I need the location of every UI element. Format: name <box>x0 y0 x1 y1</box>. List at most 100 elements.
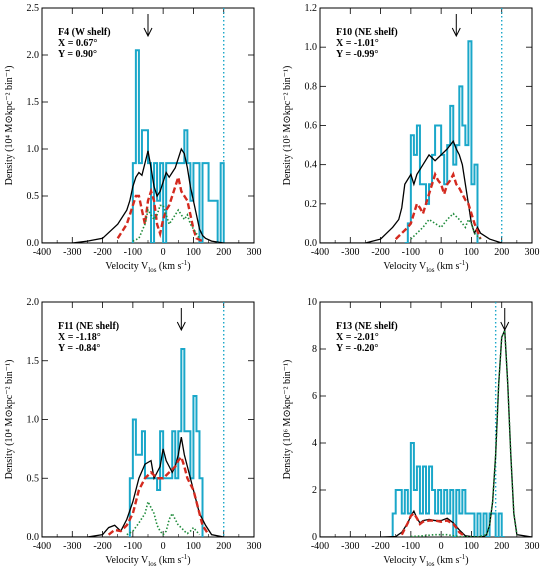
y-axis-label: Density (10⁴ M⊙kpc⁻² bin⁻¹) <box>4 66 15 186</box>
y-axis-label: Density (10⁶ M⊙kpc⁻² bin⁻¹) <box>282 360 293 480</box>
solid-line-series <box>42 147 254 243</box>
y-tick-label: 0.6 <box>305 121 318 132</box>
y-tick-label: 0.0 <box>27 238 40 249</box>
x-tick-label: 0 <box>439 247 444 258</box>
panel-annotation: Y = -0.84° <box>58 343 100 354</box>
x-tick-label: 200 <box>494 247 509 258</box>
y-axis-label: Density (10⁴ M⊙kpc⁻² bin⁻¹) <box>4 360 15 480</box>
y-tick-label: 1.0 <box>305 42 318 53</box>
y-tick-label: 1.5 <box>27 356 40 367</box>
y-tick-label: 0.5 <box>27 191 40 202</box>
x-tick-label: -100 <box>402 541 420 552</box>
panel-annotation: X = -1.18° <box>58 332 101 343</box>
panel-annotation: F13 (NE shelf) <box>336 321 398 332</box>
x-tick-label: 200 <box>494 541 509 552</box>
histogram-series <box>128 348 204 537</box>
y-tick-label: 2.0 <box>27 50 40 61</box>
y-tick-label: 0.4 <box>305 160 318 171</box>
y-tick-label: 2.5 <box>27 3 40 14</box>
panel-annotation: Y = 0.90° <box>58 49 97 60</box>
x-tick-label: -100 <box>124 541 142 552</box>
dashed-line-series <box>394 171 482 240</box>
dotted-line-series <box>410 212 482 240</box>
y-tick-label: 4 <box>312 438 317 449</box>
panel-annotation: Y = -0.20° <box>336 343 378 354</box>
x-tick-label: 100 <box>464 247 479 258</box>
x-tick-label: -200 <box>93 247 111 258</box>
y-tick-label: 1.2 <box>305 3 318 14</box>
x-tick-label: -400 <box>311 541 329 552</box>
plot-area <box>42 8 254 243</box>
panel-annotation: X = 0.67° <box>58 38 97 49</box>
x-tick-label: -300 <box>341 541 359 552</box>
arrow-marker-head <box>143 27 153 38</box>
x-tick-label: -400 <box>33 247 51 258</box>
x-tick-label: 200 <box>216 247 231 258</box>
x-tick-label: -200 <box>93 541 111 552</box>
panel-annotation: F4 (W shelf) <box>58 27 111 38</box>
x-tick-label: 300 <box>525 247 540 258</box>
x-tick-label: 200 <box>216 541 231 552</box>
x-tick-label: -300 <box>63 247 81 258</box>
y-tick-label: 0.2 <box>305 199 318 210</box>
panel-annotation: F11 (NE shelf) <box>58 321 119 332</box>
x-tick-label: -100 <box>124 247 142 258</box>
panel-2: -400 -300 -200 -100 0 100 200 300 0.0 0.2 0.4 0.6 0.… <box>282 3 540 274</box>
solid-line-series <box>42 437 254 537</box>
x-tick-label: -300 <box>341 247 359 258</box>
x-tick-label: 0 <box>439 541 444 552</box>
dashed-line-series <box>107 454 210 536</box>
x-axis-label: Velocity Vlos (km s-1) <box>383 553 468 568</box>
panel-annotation: X = -2.01° <box>336 332 379 343</box>
x-tick-label: 300 <box>247 247 262 258</box>
x-tick-label: 300 <box>525 541 540 552</box>
plot-area <box>320 302 532 537</box>
y-tick-label: 1.5 <box>27 97 40 108</box>
x-tick-label: 0 <box>161 541 166 552</box>
x-tick-label: -300 <box>63 541 81 552</box>
x-axis-label: Velocity Vlos (km s-1) <box>383 259 468 274</box>
dashed-line-series <box>116 172 204 243</box>
panel-annotation: Y = -0.99° <box>336 49 378 60</box>
solid-line-series <box>320 139 532 243</box>
y-tick-label: 0.0 <box>27 532 40 543</box>
y-tick-label: 8 <box>312 344 317 355</box>
y-axis-label: Density (10⁵ M⊙kpc⁻² bin⁻¹) <box>282 66 293 186</box>
y-tick-label: 2 <box>312 485 317 496</box>
panel-annotation: X = -1.01° <box>336 38 379 49</box>
histogram-series <box>391 442 505 537</box>
x-tick-label: 100 <box>186 541 201 552</box>
panel-annotation: F10 (NE shelf) <box>336 27 398 38</box>
panel-1: -400 -300 -200 -100 0 100 200 300 0.0 0.5 1.0 1.5 2.… <box>4 3 262 274</box>
x-tick-label: 100 <box>464 541 479 552</box>
arrow-marker-head <box>176 321 186 332</box>
dotted-line-series <box>132 204 201 242</box>
plot-area <box>42 302 254 537</box>
x-tick-label: 300 <box>247 541 262 552</box>
x-tick-label: -400 <box>33 541 51 552</box>
histogram-series <box>404 40 479 243</box>
y-tick-label: 0.0 <box>305 238 318 249</box>
x-tick-label: 100 <box>186 247 201 258</box>
arrow-marker-head <box>500 321 510 332</box>
y-tick-label: 10 <box>307 297 317 308</box>
dotted-line-series <box>126 499 201 536</box>
x-axis-label: Velocity Vlos (km s-1) <box>105 553 190 568</box>
y-tick-label: 2.0 <box>27 297 40 308</box>
x-tick-label: -400 <box>311 247 329 258</box>
arrow-marker-head <box>451 27 461 38</box>
x-tick-label: 0 <box>161 247 166 258</box>
dotted-line-series <box>410 329 518 537</box>
plot-area <box>320 8 532 243</box>
x-tick-label: -200 <box>371 541 389 552</box>
dashed-line-series <box>400 511 467 537</box>
y-tick-label: 0.5 <box>27 473 40 484</box>
x-tick-label: -200 <box>371 247 389 258</box>
y-tick-label: 0 <box>312 532 317 543</box>
x-tick-label: -100 <box>402 247 420 258</box>
y-tick-label: 1.0 <box>27 144 40 155</box>
y-tick-label: 0.8 <box>305 81 318 92</box>
y-tick-label: 1.0 <box>27 415 40 426</box>
x-axis-label: Velocity Vlos (km s-1) <box>105 259 190 274</box>
